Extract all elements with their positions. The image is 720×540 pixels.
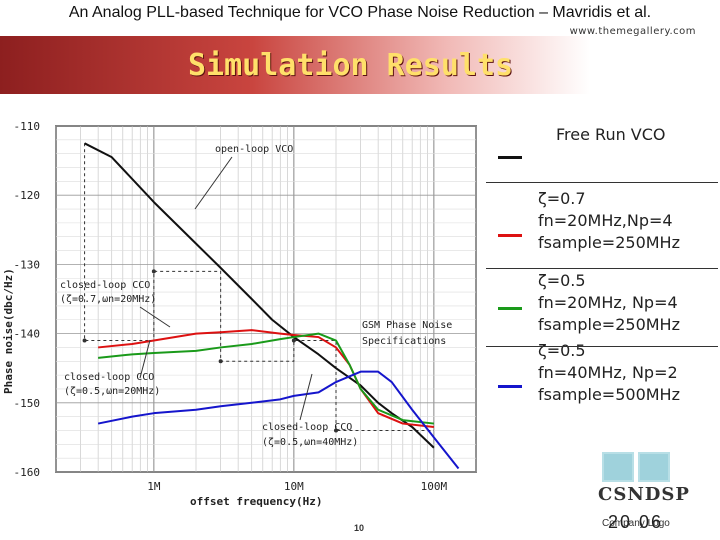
series-line-1 [98, 329, 434, 429]
x-tick-label: 100M [421, 480, 448, 493]
legend-entry: ζ=0.5 fn=20MHz, Np=4 fsample=250MHz [538, 270, 680, 336]
legend-separator [486, 268, 718, 269]
chart-annotation: closed-loop CCO [262, 422, 352, 433]
legend-entry: ζ=0.7 fn=20MHz,Np=4 fsample=250MHz [538, 188, 680, 254]
series-line-3 [97, 370, 460, 470]
legend-label: fn=20MHz, Np=4 [538, 293, 678, 312]
chart-annotation: (ζ=0.5,ωn=40MHz) [262, 437, 358, 448]
phase-noise-chart: -110 -120 -130 -140 -150 -160 1M 10M 100M open-l… [2, 120, 477, 508]
annotation-arrow [299, 373, 313, 421]
y-tick-label: -130 [14, 258, 41, 271]
gsm-spec-point [291, 338, 296, 343]
series-line-2 [98, 332, 434, 425]
legend-entry: ζ=0.5 fn=40MHz, Np=2 fsample=500MHz [538, 340, 680, 406]
slide-date: 20 06 [608, 512, 664, 532]
gsm-spec-point [151, 269, 156, 274]
gsm-spec-point [82, 338, 87, 343]
slide-heading: Simulation Results [188, 48, 514, 83]
title-banner [0, 36, 720, 94]
slide-top-title: An Analog PLL-based Technique for VCO Ph… [68, 4, 652, 21]
company-logo: Company Logo [602, 518, 670, 529]
legend-label: fsample=500MHz [538, 385, 680, 404]
x-tick-label: 10M [284, 480, 304, 493]
y-tick-label: -110 [14, 120, 41, 133]
y-tick-label: -120 [14, 189, 41, 202]
grid-layer [55, 125, 477, 473]
annotation-layer: open-loop VCO closed-loop CCO (ζ=0.7,ωn=20… [60, 144, 452, 448]
legend-separator [486, 182, 718, 183]
annotation-arrow [139, 339, 151, 379]
y-tick-label: -140 [14, 328, 41, 341]
y-axis-label: Phase noise(dbc/Hz) [2, 268, 15, 394]
csndsp-logo-icon [602, 452, 670, 482]
legend-label: ζ=0.7 [538, 189, 586, 208]
legend-label: fsample=250MHz [538, 233, 680, 252]
legend-label: ζ=0.5 [538, 341, 586, 360]
tick-layer: -110 -120 -130 -140 -150 -160 1M 10M 100M [14, 120, 448, 493]
series-layer [84, 142, 460, 470]
legend-label: fn=40MHz, Np=2 [538, 363, 678, 382]
slide-number: 10 [354, 523, 365, 533]
website-label: www.themegallery.com [569, 26, 696, 37]
gsm-spec-point [334, 428, 338, 433]
chart-annotation: (ζ=0.5,ωn=20MHz) [64, 386, 160, 397]
chart-annotation: (ζ=0.7,ωn=20MHz) [60, 294, 156, 305]
legend-label: fsample=250MHz [538, 315, 680, 334]
chart-annotation: open-loop VCO [215, 144, 293, 155]
plot-area [55, 125, 477, 473]
chart-annotation: closed-loop CCO [64, 372, 154, 383]
legend-swatch [498, 234, 522, 237]
x-tick-label: 1M [147, 480, 161, 493]
legend-swatch [498, 156, 522, 159]
legend-entry: Free Run VCO [556, 124, 666, 146]
gsm-spec-layer [82, 143, 434, 433]
legend-swatch [498, 385, 522, 388]
chart-annotation: Specifications [362, 336, 446, 347]
chart-annotation: GSM Phase Noise [362, 320, 452, 331]
gsm-spec-point [218, 359, 223, 364]
y-tick-label: -160 [14, 466, 41, 479]
chart-annotation: closed-loop CCO [60, 280, 150, 291]
legend-label: ζ=0.5 [538, 271, 586, 290]
csndsp-logo-text: CSNDSP [598, 484, 690, 505]
legend-label: fn=20MHz,Np=4 [538, 211, 673, 230]
y-tick-label: -150 [14, 397, 41, 410]
annotation-arrow [139, 306, 171, 328]
legend-separator [486, 346, 718, 347]
annotation-arrow [194, 156, 233, 210]
legend-swatch [498, 307, 522, 310]
x-axis-label: offset frequency(Hz) [190, 495, 322, 508]
legend-label: Free Run VCO [556, 125, 666, 144]
